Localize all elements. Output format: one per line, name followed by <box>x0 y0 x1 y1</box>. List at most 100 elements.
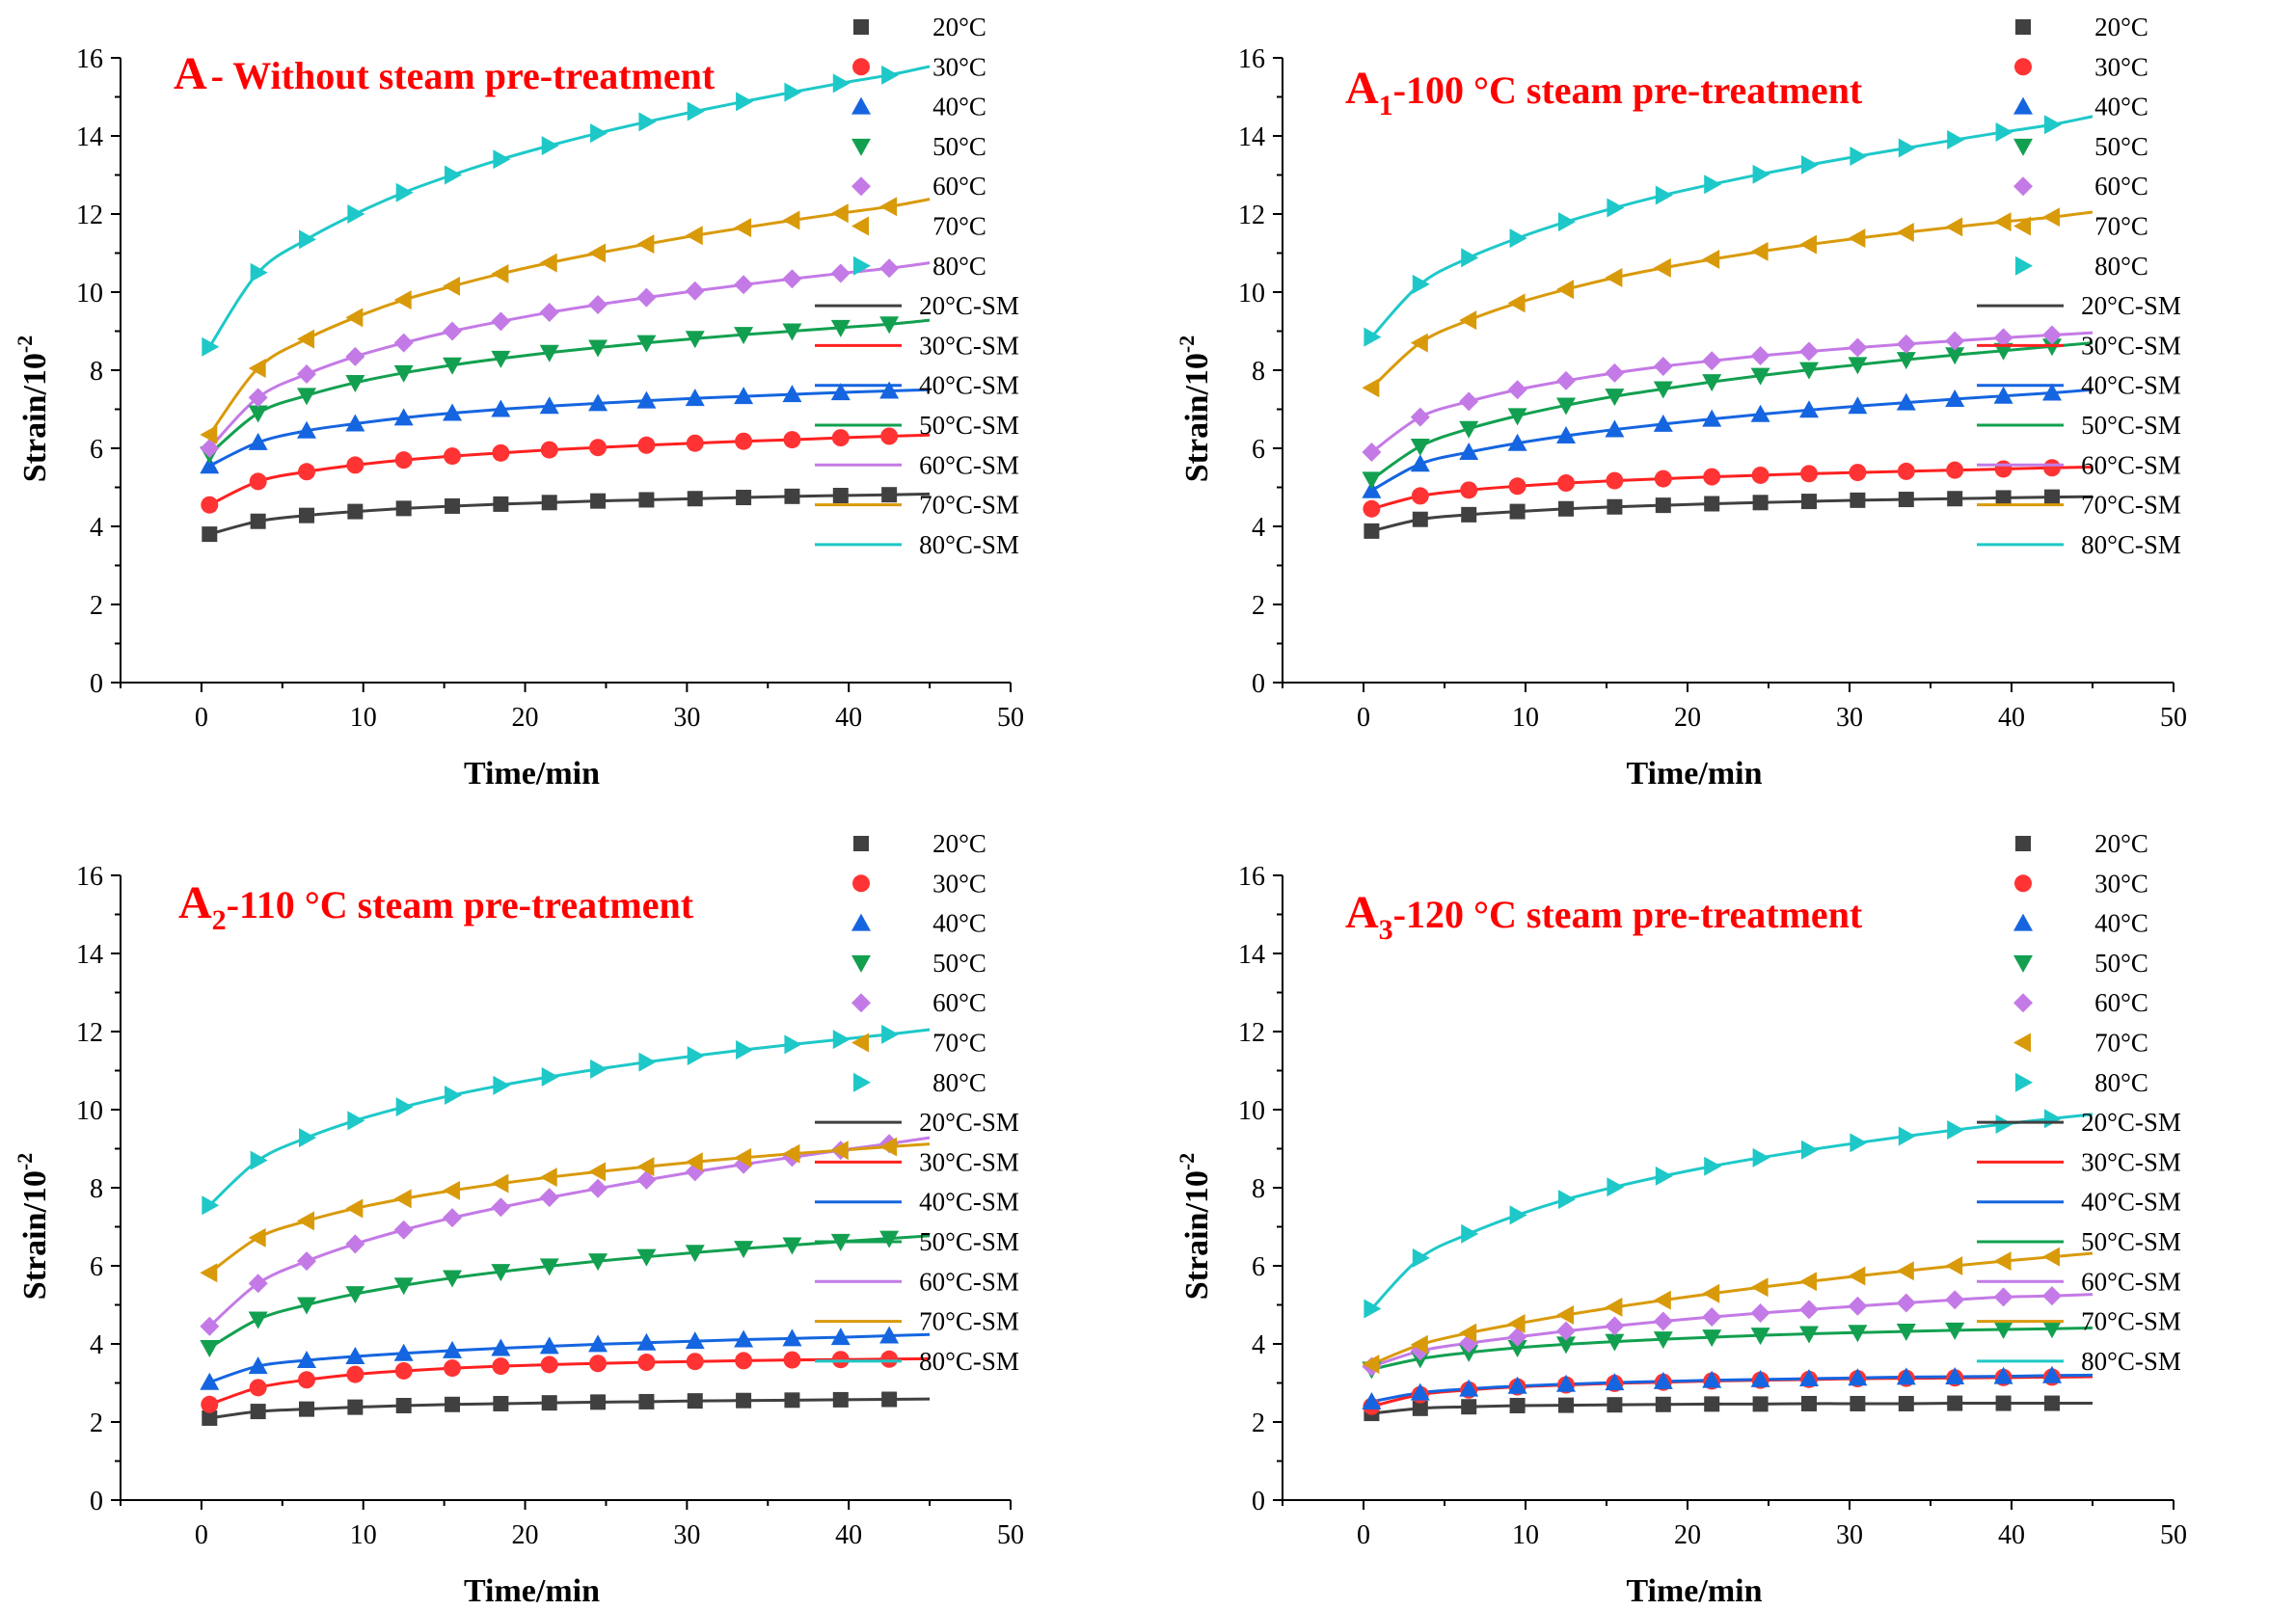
data-point <box>1801 154 1819 174</box>
data-point <box>1507 1313 1526 1333</box>
data-point <box>393 1277 414 1296</box>
data-point <box>539 1258 559 1276</box>
legend-label: 20°C-SM <box>2081 1108 2181 1137</box>
data-point <box>1848 1368 1868 1386</box>
data-point <box>1556 1321 1576 1341</box>
data-point <box>445 1086 463 1106</box>
data-point <box>1362 378 1380 398</box>
data-point <box>590 123 608 144</box>
data-point <box>347 1399 364 1415</box>
legend-label: 30°C <box>932 52 986 81</box>
data-point <box>1410 454 1430 472</box>
data-point <box>296 1211 314 1231</box>
y-tick-label: 0 <box>1252 1487 1265 1516</box>
data-point <box>1653 1371 1673 1389</box>
y-tick-label: 10 <box>76 279 103 309</box>
data-point <box>248 1356 268 1375</box>
y-tick-label: 6 <box>90 1252 103 1282</box>
legend-marker <box>851 1033 869 1053</box>
panel-title-prefix: A <box>178 877 212 928</box>
data-point <box>880 1350 899 1368</box>
data-point <box>346 456 365 474</box>
data-point <box>541 1395 557 1411</box>
x-tick-label: 50 <box>997 1520 1024 1550</box>
panel-title-prefix: A <box>1345 63 1379 114</box>
legend-marker <box>851 138 871 156</box>
series-markers-70°C <box>200 1137 898 1283</box>
legend-label: 80°C-SM <box>2081 1347 2181 1376</box>
legend-marker <box>2013 216 2031 236</box>
y-tick-label: 4 <box>1252 1330 1265 1360</box>
data-point <box>248 1311 268 1329</box>
data-point <box>830 263 851 283</box>
data-point <box>590 1059 608 1079</box>
data-point <box>539 396 559 415</box>
x-tick-label: 20 <box>512 703 539 733</box>
data-point <box>685 1331 705 1350</box>
legend-label: 60°C <box>2094 172 2148 201</box>
data-point <box>539 303 559 323</box>
series-markers-80°C <box>1364 1109 2062 1319</box>
legend-marker <box>853 19 869 35</box>
data-point <box>588 1253 608 1272</box>
y-tick-label: 16 <box>1238 862 1265 892</box>
data-point <box>1850 492 1866 508</box>
data-point <box>1509 228 1527 249</box>
x-axis-title: Time/min <box>1626 756 1762 792</box>
data-point <box>1459 1344 1479 1362</box>
data-point <box>736 1392 752 1409</box>
legend-marker <box>2013 913 2033 931</box>
series-markers-20°C <box>1364 489 2060 539</box>
data-point <box>830 203 849 224</box>
data-point <box>539 1188 559 1208</box>
data-point <box>1848 1296 1868 1316</box>
data-point <box>541 495 557 511</box>
data-point <box>1752 1147 1770 1167</box>
x-tick-label: 10 <box>1512 1520 1539 1550</box>
data-point <box>1558 500 1574 517</box>
data-point <box>248 358 266 378</box>
y-axis-title: Strain/10-2 <box>13 1153 53 1300</box>
data-point <box>831 1351 850 1369</box>
data-point <box>249 472 267 491</box>
legend-marker <box>2015 836 2031 851</box>
legend-label: 20°C <box>2094 13 2148 41</box>
data-point <box>1702 1370 1722 1388</box>
data-point <box>1704 174 1722 195</box>
legend-label: 30°C <box>932 869 986 898</box>
data-point <box>784 488 800 504</box>
legend-marker <box>853 836 869 851</box>
legend-label: 50°C <box>932 949 986 978</box>
data-point <box>881 1391 898 1408</box>
series-markers-20°C <box>1364 1395 2060 1422</box>
data-point <box>1848 337 1868 358</box>
chart-panel-1: 0 10 20 30 40 50 0 2 4 6 8 10 12 14 16 Time/min Strain/1… <box>13 13 1024 792</box>
fit-line-70°C-SM <box>1370 210 2093 389</box>
legend-label: 70°C-SM <box>2081 1307 2181 1336</box>
legend: 20°C 30°C 40°C 50°C 60°C 70°C 80°C 20°C-SM 30°C-… <box>815 13 1019 559</box>
data-point <box>394 451 413 470</box>
series-markers-30°C <box>201 427 899 514</box>
data-point <box>346 1365 365 1383</box>
data-point <box>248 432 268 450</box>
data-point <box>734 275 754 295</box>
data-point <box>540 441 558 459</box>
series-markers-50°C <box>1362 1321 2062 1380</box>
data-point <box>1605 362 1625 383</box>
data-point <box>1896 1261 1914 1281</box>
data-point <box>1362 480 1382 498</box>
data-point <box>1653 1290 1671 1310</box>
data-point <box>1459 310 1477 331</box>
data-point <box>298 507 314 523</box>
data-point <box>1897 462 1915 480</box>
data-point <box>248 405 268 423</box>
data-point <box>296 388 316 406</box>
x-axis-title: Time/min <box>464 756 600 792</box>
data-point <box>637 436 656 454</box>
data-point <box>638 1052 657 1072</box>
data-point <box>540 1355 558 1374</box>
data-point <box>248 388 268 408</box>
data-point <box>1850 147 1868 167</box>
data-point <box>297 463 315 481</box>
data-point <box>1993 1322 2013 1340</box>
